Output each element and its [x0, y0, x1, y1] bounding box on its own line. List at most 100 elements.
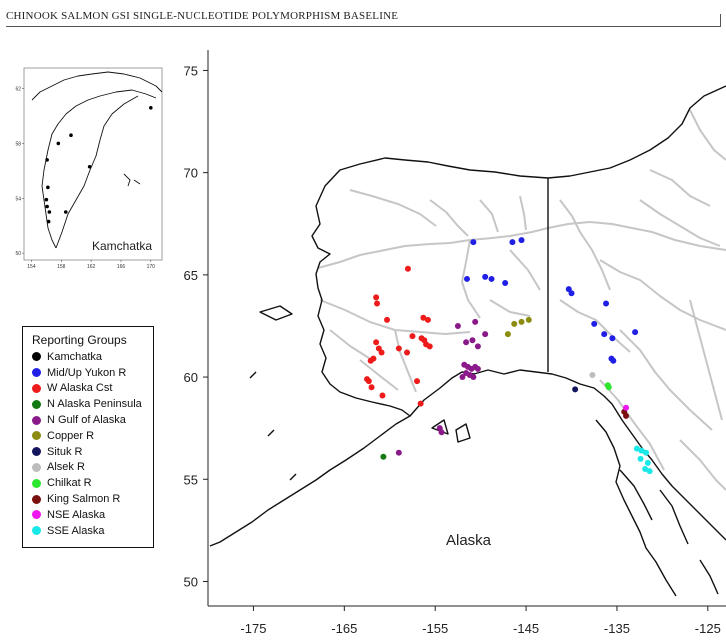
sample-site-point — [380, 453, 387, 460]
lon-tick-label: -165 — [331, 621, 357, 636]
legend: Reporting Groups Kamchatka Mid/Up Yukon R… — [22, 326, 154, 548]
legend-swatch — [32, 478, 41, 488]
main-map-sites — [364, 237, 653, 475]
inset-lat-tick-label: 58 — [15, 141, 21, 147]
lat-tick-label: 50 — [184, 574, 198, 589]
inset-sample-site-point — [63, 210, 68, 214]
inset-coastline — [31, 71, 163, 249]
legend-label: W Alaska Cst — [47, 382, 113, 395]
sample-site-point — [459, 374, 466, 381]
sample-site-point — [464, 275, 470, 282]
lon-tick-label: -145 — [513, 621, 539, 636]
legend-swatch — [32, 447, 41, 457]
lat-tick-label: 55 — [184, 472, 198, 487]
legend-item: Situk R — [28, 444, 153, 460]
lon-tick-label: -175 — [240, 621, 266, 636]
sample-site-point — [370, 355, 377, 362]
legend-label: Copper R — [47, 429, 95, 442]
sample-site-point — [509, 239, 516, 246]
sample-site-point — [426, 343, 433, 350]
inset-sample-site-point — [47, 210, 52, 214]
inset-map-axes: 62 58 54 50 154 158 162 166 170 — [15, 87, 155, 270]
legend-swatch — [32, 399, 41, 409]
legend-item: King Salmon R — [28, 491, 153, 507]
lat-tick-label: 70 — [184, 166, 198, 181]
legend-label: Alsek R — [47, 461, 85, 474]
legend-item: Copper R — [28, 428, 153, 444]
sample-site-point — [482, 331, 489, 338]
inset-lon-tick-label: 170 — [147, 264, 156, 270]
sample-site-point — [610, 357, 617, 364]
inset-sample-site-point — [46, 219, 51, 224]
sample-site-point — [365, 378, 372, 385]
legend-item: N Alaska Peninsula — [28, 396, 153, 412]
sample-site-point — [591, 320, 598, 327]
sample-site-point — [623, 404, 630, 411]
sample-site-point — [632, 329, 639, 336]
sample-site-point — [469, 337, 476, 344]
legend-swatch — [32, 383, 41, 393]
header-rule — [720, 14, 721, 27]
legend-item: Alsek R — [28, 460, 153, 476]
sample-site-point — [646, 468, 653, 475]
legend-item: SSE Alaska — [28, 523, 153, 539]
sample-site-point — [638, 447, 645, 454]
sample-site-point — [601, 331, 608, 338]
sample-site-point — [603, 300, 610, 307]
legend-item: Mid/Up Yukon R — [28, 365, 153, 381]
river-network — [317, 109, 726, 491]
sample-site-point — [511, 320, 518, 327]
sample-site-point — [414, 378, 421, 385]
sample-site-point — [470, 374, 477, 381]
legend-label: Mid/Up Yukon R — [47, 366, 127, 379]
sample-site-point — [623, 412, 630, 419]
sample-site-point — [643, 449, 650, 456]
sample-site-point — [378, 349, 385, 356]
legend-swatch — [32, 352, 41, 362]
sample-site-point — [395, 449, 402, 456]
legend-label: Chilkat R — [47, 477, 92, 490]
inset-lon-tick-label: 154 — [27, 264, 36, 270]
inset-sample-site-point — [46, 185, 50, 190]
legend-item: N Gulf of Alaska — [28, 412, 153, 428]
sample-site-point — [472, 318, 479, 325]
sample-site-point — [420, 314, 427, 321]
legend-label: Kamchatka — [47, 350, 103, 363]
sample-site-point — [525, 316, 532, 323]
inset-lat-tick-label: 50 — [15, 251, 21, 257]
legend-label: NSE Alaska — [47, 508, 106, 521]
legend-item: NSE Alaska — [28, 507, 153, 523]
sample-site-point — [589, 372, 596, 379]
sample-site-point — [379, 392, 386, 399]
sample-site-point — [470, 239, 477, 246]
legend-item: Kamchatka — [28, 349, 153, 365]
running-title: CHINOOK SALMON GSI SINGLE-NUCLEOTIDE POL… — [6, 10, 399, 22]
legend-title: Reporting Groups — [32, 333, 127, 347]
sample-site-point — [488, 275, 495, 282]
sample-site-point — [374, 300, 381, 307]
inset-sample-site-point — [45, 158, 49, 162]
main-map-axes: 75 70 65 60 55 50 -175 -165 -155 -145 -135 -125 — [184, 63, 721, 636]
sample-site-point — [572, 386, 579, 393]
legend-swatch — [32, 510, 41, 520]
inset-map: 62 58 54 50 154 158 162 166 170 Kamchatka — [15, 67, 163, 270]
sample-site-point — [644, 459, 651, 466]
inset-lon-tick-label: 162 — [87, 264, 96, 270]
sample-site-point — [482, 273, 489, 280]
inset-lon-tick-label: 158 — [57, 264, 66, 270]
legend-item: Chilkat R — [28, 475, 153, 491]
legend-swatch — [32, 494, 41, 504]
main-map-frame — [207, 50, 726, 607]
legend-items: Kamchatka Mid/Up Yukon R W Alaska Cst N Ala… — [28, 349, 153, 539]
lat-tick-label: 60 — [184, 370, 198, 385]
lat-tick-label: 65 — [184, 268, 198, 283]
legend-label: N Gulf of Alaska — [47, 414, 126, 427]
inset-sample-site-point — [87, 164, 92, 169]
lon-tick-label: -135 — [604, 621, 630, 636]
sample-site-point — [424, 316, 431, 323]
legend-label: King Salmon R — [47, 493, 121, 506]
inset-sample-site-point — [149, 105, 153, 110]
legend-item: W Alaska Cst — [28, 381, 153, 397]
legend-swatch — [32, 431, 41, 441]
map-label-kamchatka: Kamchatka — [92, 239, 152, 253]
